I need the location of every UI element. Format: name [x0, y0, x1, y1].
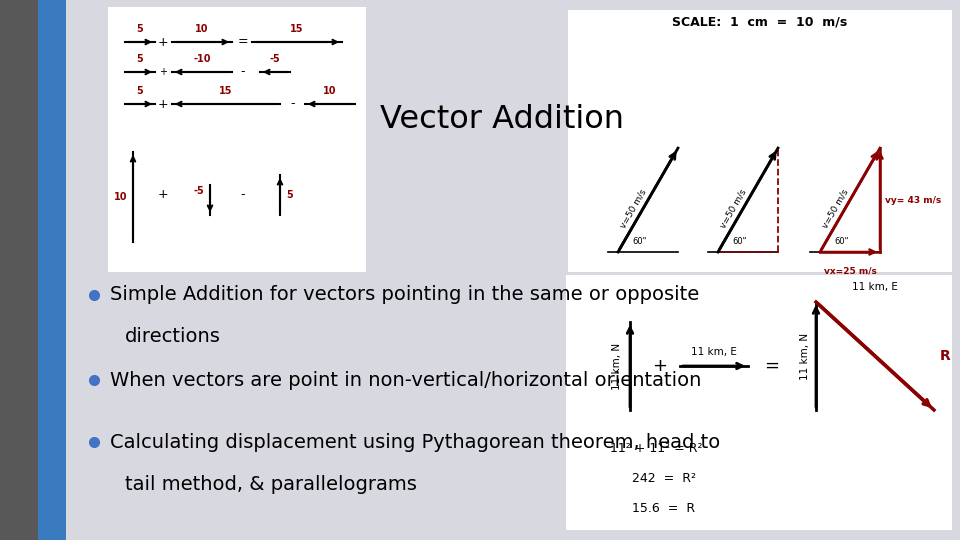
Text: +: + [159, 67, 167, 77]
Text: vy= 43 m/s: vy= 43 m/s [885, 195, 941, 205]
Text: Simple Addition for vectors pointing in the same or opposite: Simple Addition for vectors pointing in … [110, 286, 699, 305]
Bar [108, 7, 366, 272]
Bar [568, 10, 952, 272]
Text: =: = [238, 36, 249, 49]
Text: 15.6  =  R: 15.6 = R [632, 502, 695, 515]
Text: +: + [653, 357, 667, 375]
Text: 11 km, E: 11 km, E [691, 347, 737, 357]
Text: 60": 60" [632, 237, 646, 246]
Text: -5: -5 [270, 54, 280, 64]
Bar [566, 275, 952, 530]
Text: 60": 60" [834, 237, 849, 246]
Text: 10: 10 [195, 24, 208, 34]
Text: -: - [241, 65, 245, 78]
Text: v=50 m/s: v=50 m/s [821, 187, 850, 230]
Text: Calculating displacement using Pythagorean theorem, head to: Calculating displacement using Pythagore… [110, 433, 720, 451]
Text: R: R [940, 349, 950, 363]
Text: 10: 10 [113, 192, 127, 202]
Text: vx=25 m/s: vx=25 m/s [824, 266, 876, 275]
Text: 11 km, E: 11 km, E [852, 282, 898, 292]
Text: 5: 5 [136, 86, 143, 96]
Text: =: = [764, 357, 780, 375]
Text: -10: -10 [193, 54, 211, 64]
Text: +: + [157, 36, 168, 49]
Text: 5: 5 [136, 24, 143, 34]
Text: 242  =  R²: 242 = R² [632, 471, 696, 484]
Text: 5: 5 [136, 54, 143, 64]
Text: 60": 60" [732, 237, 746, 246]
Text: -: - [291, 98, 296, 111]
Text: 15: 15 [290, 24, 303, 34]
Text: v=50 m/s: v=50 m/s [618, 187, 648, 230]
Text: 5: 5 [286, 190, 293, 200]
Text: directions: directions [125, 327, 221, 347]
Text: -5: -5 [193, 186, 204, 196]
Text: +: + [157, 188, 168, 201]
Bar [0, 0, 38, 540]
Text: When vectors are point in non-vertical/horizontal orientation: When vectors are point in non-vertical/h… [110, 370, 702, 389]
Text: tail method, & parallelograms: tail method, & parallelograms [125, 475, 417, 494]
Text: 11² + 11² = R²: 11² + 11² = R² [610, 442, 703, 455]
Text: 10: 10 [324, 86, 337, 96]
Text: Vector Addition: Vector Addition [380, 105, 624, 136]
Text: -: - [241, 188, 245, 201]
Text: 11 km, N: 11 km, N [612, 342, 622, 389]
Bar [38, 0, 66, 540]
Text: SCALE:  1  cm  =  10  m/s: SCALE: 1 cm = 10 m/s [672, 16, 848, 29]
Text: +: + [157, 98, 168, 111]
Text: 11 km, N: 11 km, N [800, 333, 810, 380]
Text: v=50 m/s: v=50 m/s [718, 187, 748, 230]
Text: 15: 15 [219, 86, 232, 96]
